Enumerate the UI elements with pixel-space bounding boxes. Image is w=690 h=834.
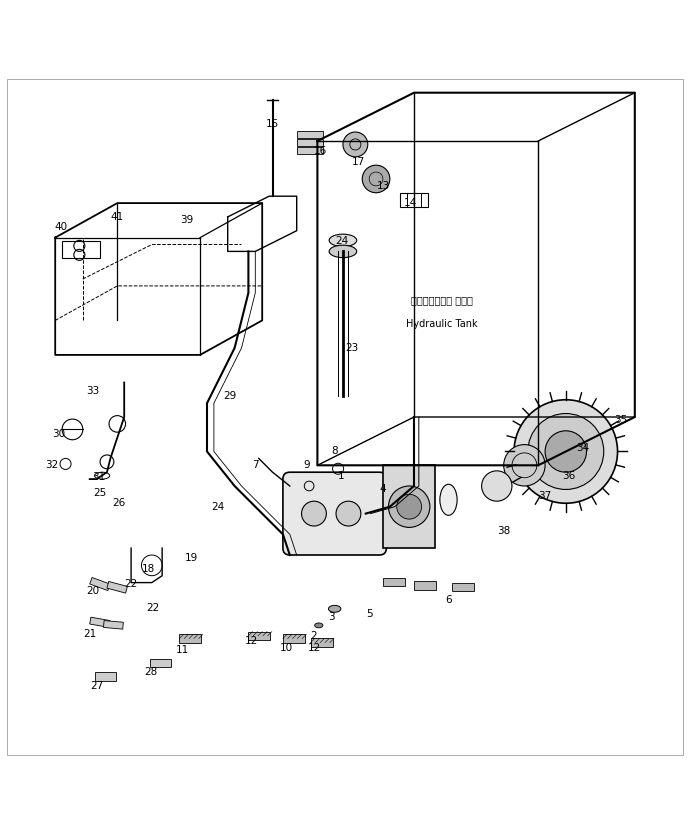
Bar <box>310 639 333 647</box>
Circle shape <box>397 495 422 519</box>
Text: Hydraulic Tank: Hydraulic Tank <box>406 319 477 329</box>
Text: 18: 18 <box>141 564 155 574</box>
Circle shape <box>302 501 326 526</box>
Circle shape <box>336 501 361 526</box>
Text: 36: 36 <box>562 470 576 480</box>
Text: 16: 16 <box>314 146 328 156</box>
Text: 25: 25 <box>93 488 107 498</box>
Bar <box>150 659 171 666</box>
Text: 37: 37 <box>538 491 552 501</box>
Bar <box>62 241 100 259</box>
Text: 24: 24 <box>211 502 225 512</box>
Bar <box>107 581 128 593</box>
Bar <box>297 148 323 154</box>
Text: 23: 23 <box>345 343 359 353</box>
Text: 22: 22 <box>124 579 138 589</box>
Text: 27: 27 <box>90 681 104 691</box>
Text: 41: 41 <box>110 212 124 222</box>
Bar <box>90 617 110 627</box>
Text: ハイドロリック タンク: ハイドロリック タンク <box>411 294 473 304</box>
Text: 40: 40 <box>54 222 68 232</box>
Text: 13: 13 <box>376 181 390 191</box>
Bar <box>104 620 124 629</box>
Bar <box>248 631 270 640</box>
Bar <box>283 635 305 643</box>
Bar <box>95 672 116 681</box>
Circle shape <box>528 414 604 490</box>
Text: 21: 21 <box>83 630 97 640</box>
Bar <box>414 581 436 590</box>
Circle shape <box>545 431 586 472</box>
Text: 20: 20 <box>86 585 100 595</box>
Text: 10: 10 <box>279 643 293 653</box>
Text: 12: 12 <box>245 636 259 646</box>
Text: 32: 32 <box>45 460 59 470</box>
Text: 12: 12 <box>307 643 321 653</box>
Text: 15: 15 <box>266 118 279 128</box>
Text: 14: 14 <box>404 198 417 208</box>
Bar <box>297 131 323 138</box>
Text: 39: 39 <box>179 215 193 225</box>
Circle shape <box>362 165 390 193</box>
Text: 9: 9 <box>304 460 310 470</box>
Text: 31: 31 <box>92 472 106 482</box>
Bar <box>297 139 323 146</box>
Ellipse shape <box>329 245 357 258</box>
Bar <box>452 583 474 590</box>
Circle shape <box>388 486 430 527</box>
Ellipse shape <box>440 485 457 515</box>
Circle shape <box>514 399 618 503</box>
FancyBboxPatch shape <box>283 472 386 555</box>
Text: 4: 4 <box>380 485 386 495</box>
Text: 35: 35 <box>614 415 628 425</box>
Text: 5: 5 <box>366 609 373 619</box>
Text: 26: 26 <box>112 498 126 508</box>
Text: 11: 11 <box>176 645 190 655</box>
Text: 19: 19 <box>185 554 199 564</box>
Text: 8: 8 <box>331 446 338 456</box>
Bar <box>383 578 405 586</box>
Text: 22: 22 <box>146 603 160 613</box>
Text: 28: 28 <box>144 667 157 677</box>
Text: 2: 2 <box>310 631 317 641</box>
Text: 1: 1 <box>338 470 345 480</box>
Text: 29: 29 <box>223 391 237 401</box>
Text: 30: 30 <box>52 430 66 440</box>
Text: 33: 33 <box>86 386 100 396</box>
Circle shape <box>343 132 368 157</box>
Text: 17: 17 <box>352 157 366 167</box>
Text: 38: 38 <box>497 526 511 536</box>
Ellipse shape <box>328 605 341 612</box>
Text: 24: 24 <box>335 236 348 246</box>
Text: 6: 6 <box>445 595 452 605</box>
Circle shape <box>482 471 512 501</box>
Text: 7: 7 <box>252 460 259 470</box>
Ellipse shape <box>315 623 323 628</box>
Polygon shape <box>383 465 435 548</box>
Circle shape <box>504 445 545 486</box>
Text: 3: 3 <box>328 612 335 622</box>
Bar <box>179 635 201 643</box>
Bar <box>90 577 110 590</box>
Text: 34: 34 <box>576 443 590 453</box>
Ellipse shape <box>329 234 357 247</box>
